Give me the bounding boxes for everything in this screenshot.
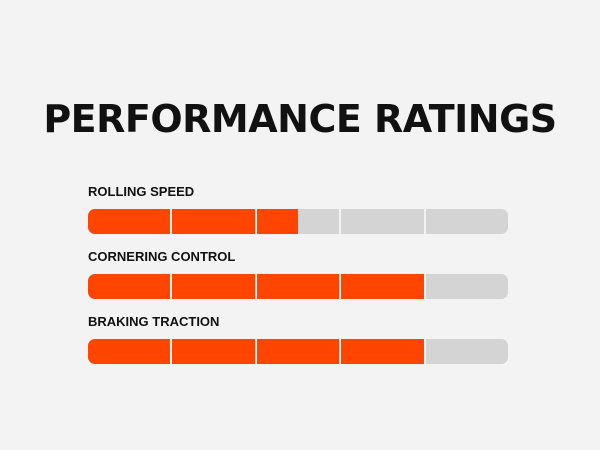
rating-bar <box>88 274 508 299</box>
rating-segment <box>423 274 508 299</box>
rating-bar <box>88 209 508 234</box>
rating-segment <box>170 209 255 234</box>
rating-segment <box>423 209 508 234</box>
ratings-list: ROLLING SPEED CORNERING CONTROL BRAKING … <box>88 184 508 379</box>
rating-label: BRAKING TRACTION <box>88 314 220 329</box>
rating-segment <box>170 274 255 299</box>
rating-braking-traction: BRAKING TRACTION <box>88 314 508 379</box>
rating-rolling-speed: ROLLING SPEED <box>88 184 508 249</box>
rating-bar <box>88 339 508 364</box>
rating-label: CORNERING CONTROL <box>88 249 236 264</box>
rating-segment <box>339 209 424 234</box>
rating-segment <box>423 339 508 364</box>
rating-segment <box>88 209 171 234</box>
page-title: PERFORMANCE RATINGS <box>43 97 557 141</box>
rating-segment <box>88 274 171 299</box>
rating-segment <box>254 339 340 364</box>
rating-label: ROLLING SPEED <box>88 184 195 199</box>
rating-cornering-control: CORNERING CONTROL <box>88 249 508 314</box>
rating-segment <box>339 274 424 299</box>
rating-segment <box>339 339 424 364</box>
rating-segment <box>254 209 340 234</box>
rating-segment <box>254 274 340 299</box>
rating-segment <box>170 339 255 364</box>
rating-segment <box>88 339 171 364</box>
